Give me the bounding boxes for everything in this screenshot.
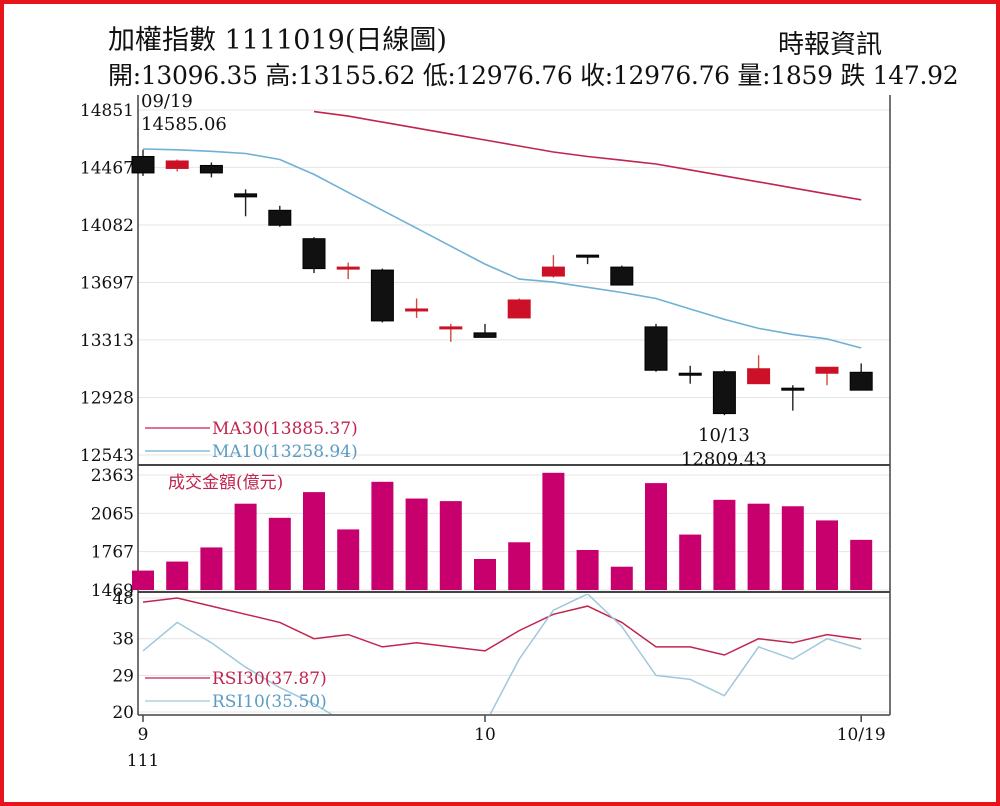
volume-bar (747, 503, 770, 590)
y-tick-label: 48 (112, 589, 134, 609)
candle-body (405, 308, 429, 312)
source-label: 時報資訊 (778, 30, 883, 60)
candle-body (541, 266, 565, 277)
candle-body (302, 238, 326, 270)
y-tick-label: 1767 (91, 543, 134, 563)
volume-bar (405, 498, 428, 590)
low-date-label: 10/13 (698, 425, 750, 446)
candle-body (849, 371, 873, 391)
candle-body (576, 254, 600, 258)
volume-bar (132, 570, 154, 590)
ma30-line (313, 110, 862, 201)
y-tick-label: 14082 (80, 216, 134, 236)
y-tick-label: 14851 (80, 101, 134, 121)
rsi10-line (142, 594, 862, 714)
candle-body (473, 332, 497, 338)
low-value-label: 12809.43 (681, 449, 767, 470)
y-tick-label: 2363 (91, 466, 134, 486)
volume-bars (132, 472, 873, 590)
volume-title: 成交金額(億元) (168, 473, 283, 493)
volume-bar (166, 561, 189, 590)
candle-body (644, 326, 668, 371)
candle-body (678, 372, 702, 376)
volume-bar (234, 503, 257, 590)
candle-body (747, 368, 771, 385)
ma10-line (142, 148, 862, 349)
candle-body (815, 366, 839, 374)
y-tick-label: 20 (112, 703, 134, 723)
moving-averages (142, 110, 862, 349)
candle-body (234, 193, 258, 198)
rsi30-line (142, 597, 862, 656)
ma30-legend: MA30(13885.37) (212, 419, 358, 439)
candle-body (131, 155, 155, 174)
y-tick-label: 2065 (91, 504, 134, 524)
chart-labels: MA30(13885.37) MA10(13258.94) 成交金額(億元) RSI3… (127, 91, 886, 771)
volume-bar (713, 499, 736, 590)
y-tick-label: 13697 (80, 274, 134, 294)
volume-bar (781, 506, 804, 590)
volume-bar (645, 483, 667, 590)
x-tick-label: 10 (474, 725, 496, 745)
candle-body (268, 209, 292, 226)
candle-body (336, 266, 360, 270)
x-tick-label: 10/19 (837, 725, 886, 745)
grid-lines (138, 109, 890, 713)
rsi10-legend: RSI10(35.50) (212, 692, 327, 712)
y-tick-label: 29 (112, 666, 134, 686)
candles (131, 149, 873, 416)
candle-body (781, 387, 805, 391)
volume-bar (542, 472, 565, 590)
volume-bar (850, 539, 873, 590)
y-tick-label: 38 (112, 630, 134, 650)
candle-body (199, 164, 223, 174)
y-tick-label: 13313 (80, 331, 134, 351)
volume-bar (508, 542, 531, 590)
volume-bar (371, 481, 394, 590)
y-tick-label: 12928 (80, 388, 134, 408)
x-tick-label: 9 (138, 725, 149, 745)
x-year-label: 111 (127, 751, 159, 771)
y-tick-label: 14467 (80, 158, 134, 178)
volume-bar (816, 520, 838, 590)
panel-borders (137, 95, 891, 716)
volume-bar (439, 501, 462, 590)
chart-title: 加權指數 1111019(日線圖) (108, 25, 447, 56)
high-date-label: 09/19 (141, 91, 193, 112)
volume-bar (268, 517, 291, 590)
volume-bar (200, 547, 223, 590)
ohlc-stats: 開:13096.35 高:13155.62 低:12976.76 收:12976… (108, 61, 959, 90)
y-tick-label: 12543 (80, 446, 134, 466)
rsi-lines (142, 594, 862, 714)
candle-body (507, 299, 531, 319)
volume-bar (610, 566, 633, 590)
volume-bar (679, 534, 702, 590)
candle-body (712, 371, 736, 415)
volume-bar (474, 558, 496, 590)
volume-bar (576, 549, 599, 590)
high-value-label: 14585.06 (141, 114, 227, 135)
y-tick-label: 1469 (91, 581, 134, 601)
rsi30-legend: RSI30(37.87) (212, 669, 327, 689)
candle-body (610, 266, 634, 286)
candle-body (439, 326, 463, 330)
candle-body (370, 269, 394, 322)
candle-body (165, 160, 189, 169)
volume-bar (337, 529, 360, 590)
volume-bar (303, 492, 325, 590)
ma10-legend: MA10(13258.94) (212, 442, 358, 462)
